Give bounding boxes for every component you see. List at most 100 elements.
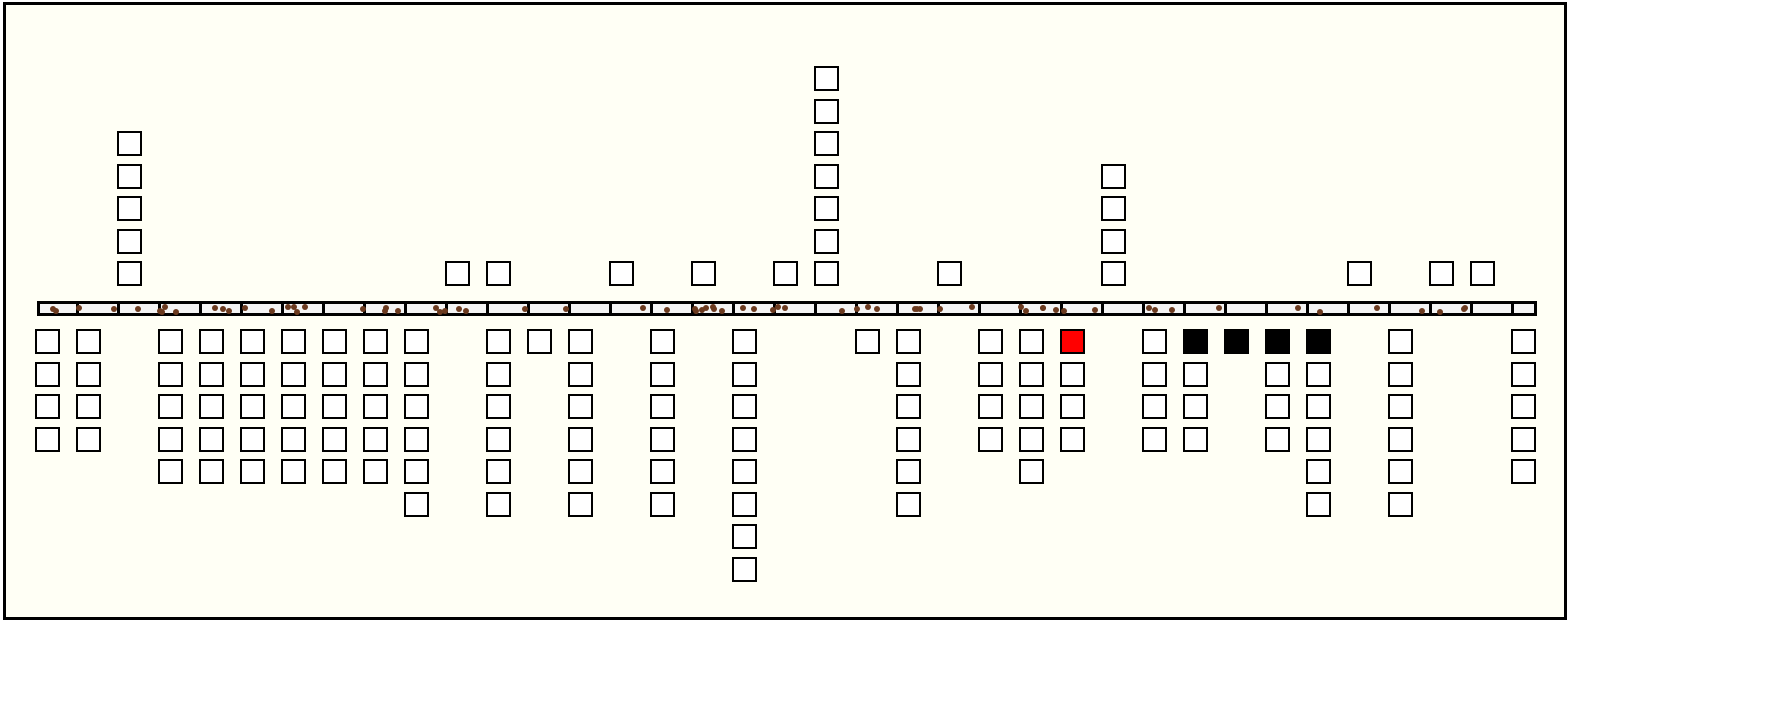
stack-cell-below[interactable] [486,459,511,484]
stack-cell-below[interactable] [363,361,388,387]
stack-cell-below[interactable] [35,394,60,419]
filled-cell[interactable] [1183,329,1208,354]
stack-cell-below[interactable] [978,361,1003,387]
stack-cell-below[interactable] [1388,426,1413,452]
stack-cell-below[interactable] [1060,361,1085,387]
stack-cell-below[interactable] [978,329,1003,354]
stack-cell-below[interactable] [199,426,224,452]
stack-cell-below[interactable] [1388,394,1413,419]
stack-cell-below[interactable] [322,361,347,387]
stack-cell-below[interactable] [896,426,921,452]
stack-cell-below[interactable] [486,491,511,517]
stack-cell-below[interactable] [1511,459,1536,484]
stack-cell-below[interactable] [486,329,511,354]
stack-cell-below[interactable] [486,426,511,452]
stack-cell-below[interactable] [1142,394,1167,419]
stack-cell-below[interactable] [486,361,511,387]
stack-cell-above[interactable] [814,163,839,189]
stack-cell-above[interactable] [814,66,839,91]
stack-cell-below[interactable] [240,459,265,484]
stack-cell-below[interactable] [732,524,757,549]
stack-cell-below[interactable] [1306,361,1331,387]
stack-cell-above[interactable] [117,261,142,286]
stack-cell-below[interactable] [896,491,921,517]
stack-cell-above[interactable] [814,98,839,124]
stack-cell-below[interactable] [732,426,757,452]
stack-cell-below[interactable] [404,394,429,419]
stack-cell-above[interactable] [814,261,839,286]
stack-cell-below[interactable] [1019,329,1044,354]
stack-cell-below[interactable] [978,394,1003,419]
stack-cell-below[interactable] [1388,491,1413,517]
stack-cell-below[interactable] [1388,329,1413,354]
stack-cell-below[interactable] [486,394,511,419]
stack-cell-above[interactable] [445,261,470,286]
stack-cell-below[interactable] [240,426,265,452]
stack-cell-below[interactable] [896,329,921,354]
stack-cell-below[interactable] [322,459,347,484]
stack-cell-below[interactable] [1019,426,1044,452]
stack-cell-below[interactable] [199,329,224,354]
stack-cell-below[interactable] [896,361,921,387]
stack-cell-below[interactable] [650,394,675,419]
stack-cell-below[interactable] [1306,459,1331,484]
stack-cell-below[interactable] [1306,491,1331,517]
stack-cell-below[interactable] [158,459,183,484]
stack-cell-below[interactable] [322,329,347,354]
stack-cell-below[interactable] [158,329,183,354]
stack-cell-below[interactable] [1265,361,1290,387]
stack-cell-above[interactable] [1101,261,1126,286]
stack-cell-below[interactable] [568,329,593,354]
stack-cell-below[interactable] [281,361,306,387]
stack-cell-above[interactable] [609,261,634,286]
stack-cell-above[interactable] [1101,228,1126,254]
stack-cell-below[interactable] [568,459,593,484]
stack-cell-below[interactable] [1060,394,1085,419]
stack-cell-below[interactable] [322,394,347,419]
stack-cell-below[interactable] [322,426,347,452]
stack-cell-below[interactable] [35,361,60,387]
filled-cell[interactable] [1224,329,1249,354]
stack-cell-below[interactable] [568,394,593,419]
stack-cell-below[interactable] [1265,394,1290,419]
stack-cell-above[interactable] [773,261,798,286]
stack-cell-below[interactable] [35,329,60,354]
stack-cell-below[interactable] [732,394,757,419]
stack-cell-below[interactable] [732,329,757,354]
stack-cell-below[interactable] [240,329,265,354]
stack-cell-below[interactable] [1265,426,1290,452]
stack-cell-above[interactable] [814,196,839,221]
stack-cell-above[interactable] [117,196,142,221]
stack-cell-below[interactable] [35,426,60,452]
stack-cell-below[interactable] [404,361,429,387]
stack-cell-below[interactable] [281,329,306,354]
stack-cell-below[interactable] [1511,394,1536,419]
stack-cell-below[interactable] [732,556,757,582]
stack-cell-above[interactable] [1347,261,1372,286]
stack-cell-below[interactable] [1511,426,1536,452]
stack-cell-above[interactable] [117,131,142,156]
stack-cell-above[interactable] [691,261,716,286]
stack-cell-above[interactable] [814,131,839,156]
stack-cell-below[interactable] [1142,361,1167,387]
stack-cell-below[interactable] [281,459,306,484]
stack-cell-below[interactable] [1183,394,1208,419]
stack-cell-above[interactable] [814,228,839,254]
stack-cell-below[interactable] [76,361,101,387]
stack-cell-below[interactable] [1306,426,1331,452]
stack-cell-below[interactable] [1388,361,1413,387]
stack-cell-below[interactable] [650,491,675,517]
stack-cell-below[interactable] [978,426,1003,452]
stack-cell-above[interactable] [937,261,962,286]
stack-cell-above[interactable] [117,163,142,189]
stack-cell-below[interactable] [1388,459,1413,484]
stack-cell-below[interactable] [158,361,183,387]
stack-cell-below[interactable] [896,459,921,484]
stack-cell-below[interactable] [404,491,429,517]
stack-cell-below[interactable] [732,361,757,387]
stack-cell-below[interactable] [363,329,388,354]
stack-cell-below[interactable] [650,329,675,354]
stack-cell-below[interactable] [158,394,183,419]
stack-cell-below[interactable] [568,426,593,452]
stack-cell-above[interactable] [1470,261,1495,286]
